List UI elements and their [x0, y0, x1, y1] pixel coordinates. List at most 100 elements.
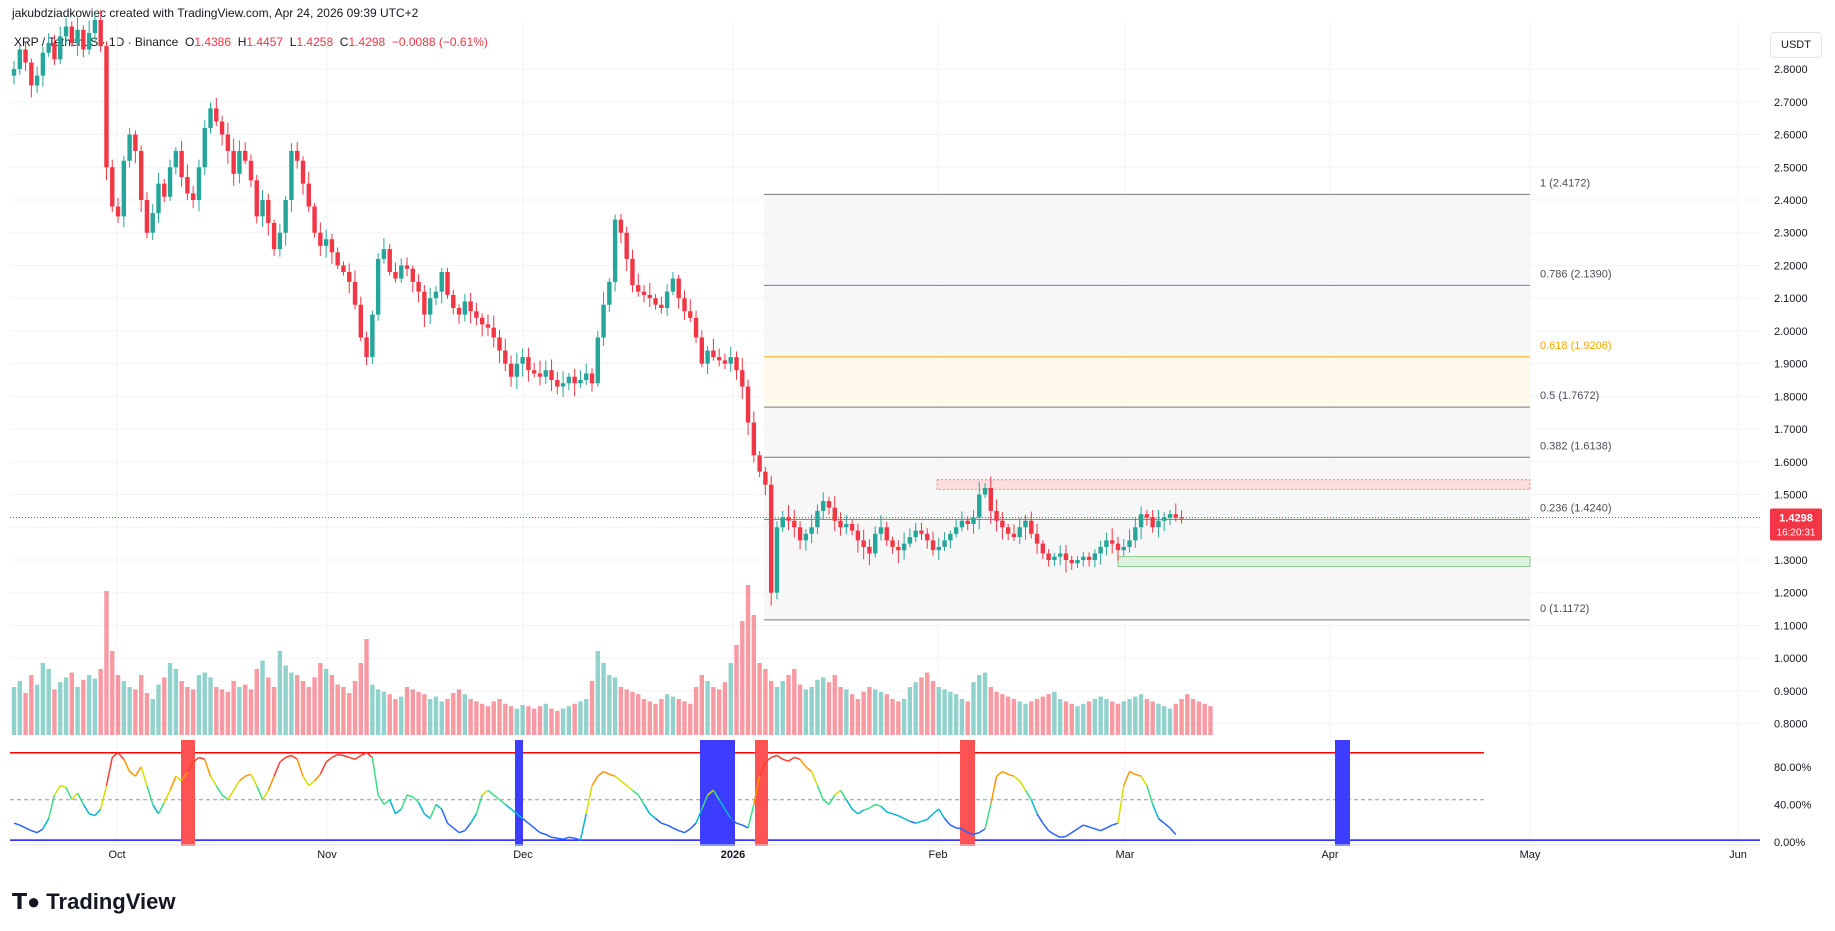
- rsi-segment: [140, 766, 148, 786]
- volume-bar: [127, 687, 132, 735]
- price-tick-1: 2.7000: [1774, 97, 1808, 109]
- rsi-tick-2: 0.00%: [1774, 837, 1805, 849]
- volume-bar: [780, 681, 785, 735]
- candle-body: [144, 200, 150, 233]
- volume-bar: [150, 699, 155, 735]
- candle-body: [283, 200, 288, 233]
- candle-body: [965, 520, 970, 524]
- candle-body: [896, 546, 901, 551]
- fib-label-0: 1 (2.4172): [1540, 177, 1590, 189]
- rsi-segment: [747, 804, 755, 829]
- candle-body: [878, 527, 884, 534]
- price-tick-18: 1.0000: [1774, 653, 1808, 665]
- candle-body: [572, 376, 577, 384]
- volume-bar: [318, 663, 323, 735]
- rsi-segment: [256, 785, 264, 800]
- rsi-segment: [915, 820, 922, 824]
- volume-bar: [1023, 703, 1028, 735]
- candle-body: [81, 29, 86, 50]
- rsi-segment: [111, 752, 119, 758]
- tradingview-brand[interactable]: 𝗧● TradingView: [12, 889, 175, 915]
- volume-bar: [1011, 699, 1017, 735]
- candle-body: [485, 324, 491, 328]
- fibonacci-retracement[interactable]: 1 (2.4172) 0.786 (2.1390) 0.618 (1.9206) 0.…: [764, 177, 1612, 621]
- candle-body: [578, 380, 583, 384]
- volume-bar: [925, 672, 930, 735]
- candle-body: [716, 357, 722, 361]
- rsi-segment: [631, 789, 639, 796]
- support-resistance-zones[interactable]: [936, 479, 1531, 567]
- rsi-segment: [909, 820, 916, 824]
- candle-body: [624, 232, 629, 259]
- time-axis[interactable]: Oct Nov Dec 2026 Feb Mar Apr May Jun: [10, 844, 1760, 861]
- volume-bar: [185, 687, 190, 735]
- rsi-segment: [1019, 780, 1027, 791]
- close-label: C: [339, 35, 349, 49]
- volume-bar: [283, 665, 288, 735]
- volume-bar: [364, 639, 369, 735]
- volume-bar: [190, 689, 196, 735]
- rsi-segment: [1140, 775, 1148, 786]
- price-tick-13: 1.5000: [1774, 490, 1808, 502]
- rsi-segment: [770, 754, 778, 759]
- candle-body: [705, 350, 710, 364]
- rsi-segment: [1088, 826, 1096, 830]
- volume-bar: [919, 677, 924, 735]
- volume-bar: [1202, 703, 1207, 735]
- currency-unit-button[interactable]: USDT: [1770, 32, 1822, 58]
- rsi-segment: [845, 799, 853, 810]
- candle-body: [462, 301, 468, 315]
- rsi-segment: [666, 824, 674, 829]
- candle-body: [1150, 517, 1155, 528]
- volume-bar: [589, 681, 595, 735]
- candle-body: [936, 546, 941, 551]
- candle-body: [1034, 533, 1040, 544]
- high-label: H: [237, 35, 247, 49]
- volume-bar: [34, 684, 40, 735]
- volume-bar: [572, 703, 577, 735]
- candle-body: [92, 20, 98, 34]
- volume-bar: [173, 669, 179, 735]
- volume-bar: [46, 669, 51, 735]
- rsi-segment: [1007, 773, 1015, 777]
- volume-bar: [1138, 694, 1144, 735]
- rsi-segment: [146, 785, 154, 805]
- candle-body: [774, 527, 780, 593]
- ohlc-legend: XRP / TetherUS · 1D · Binance O1.4386 H1…: [14, 35, 488, 49]
- rsi-segment: [331, 753, 339, 759]
- rsi-segment: [215, 785, 223, 796]
- volume-bar: [410, 689, 416, 735]
- candle-body: [138, 150, 144, 200]
- last-price-badge: 1.4298 16:20:31: [1770, 508, 1822, 541]
- rsi-segment: [1135, 773, 1142, 777]
- rsi-segment: [1002, 770, 1009, 775]
- volume-bar: [462, 694, 468, 735]
- candle-body: [347, 272, 352, 282]
- fib-label-6: 0 (1.1172): [1540, 603, 1589, 615]
- volume-bar: [63, 677, 69, 735]
- zone-resistance: [936, 479, 1531, 490]
- rsi-segment: [689, 822, 697, 830]
- candle-body: [555, 380, 560, 387]
- volume-bar: [688, 703, 693, 735]
- candle-body: [300, 160, 306, 184]
- rsi-segment: [302, 775, 310, 786]
- candle-body: [768, 484, 774, 593]
- candle-body: [526, 357, 531, 371]
- candle-body: [341, 265, 346, 272]
- candle-body: [63, 26, 69, 37]
- candle-body: [277, 232, 283, 250]
- rsi-segment: [377, 794, 385, 805]
- candle-body: [855, 530, 861, 541]
- volume-bar: [23, 693, 28, 735]
- volume-bar: [1110, 701, 1115, 735]
- rsi-segment: [88, 813, 96, 817]
- candle-body: [1069, 560, 1074, 564]
- rsi-segment: [209, 775, 217, 786]
- rsi-tick-0: 80.00%: [1774, 762, 1812, 774]
- candle-body: [849, 524, 855, 531]
- candle-body: [248, 160, 254, 181]
- rsi-segment: [458, 830, 466, 834]
- price-axis[interactable]: 80.00% 40.00% 0.00% 2.8000 2.7000 2.6000 2.500…: [1774, 64, 1812, 849]
